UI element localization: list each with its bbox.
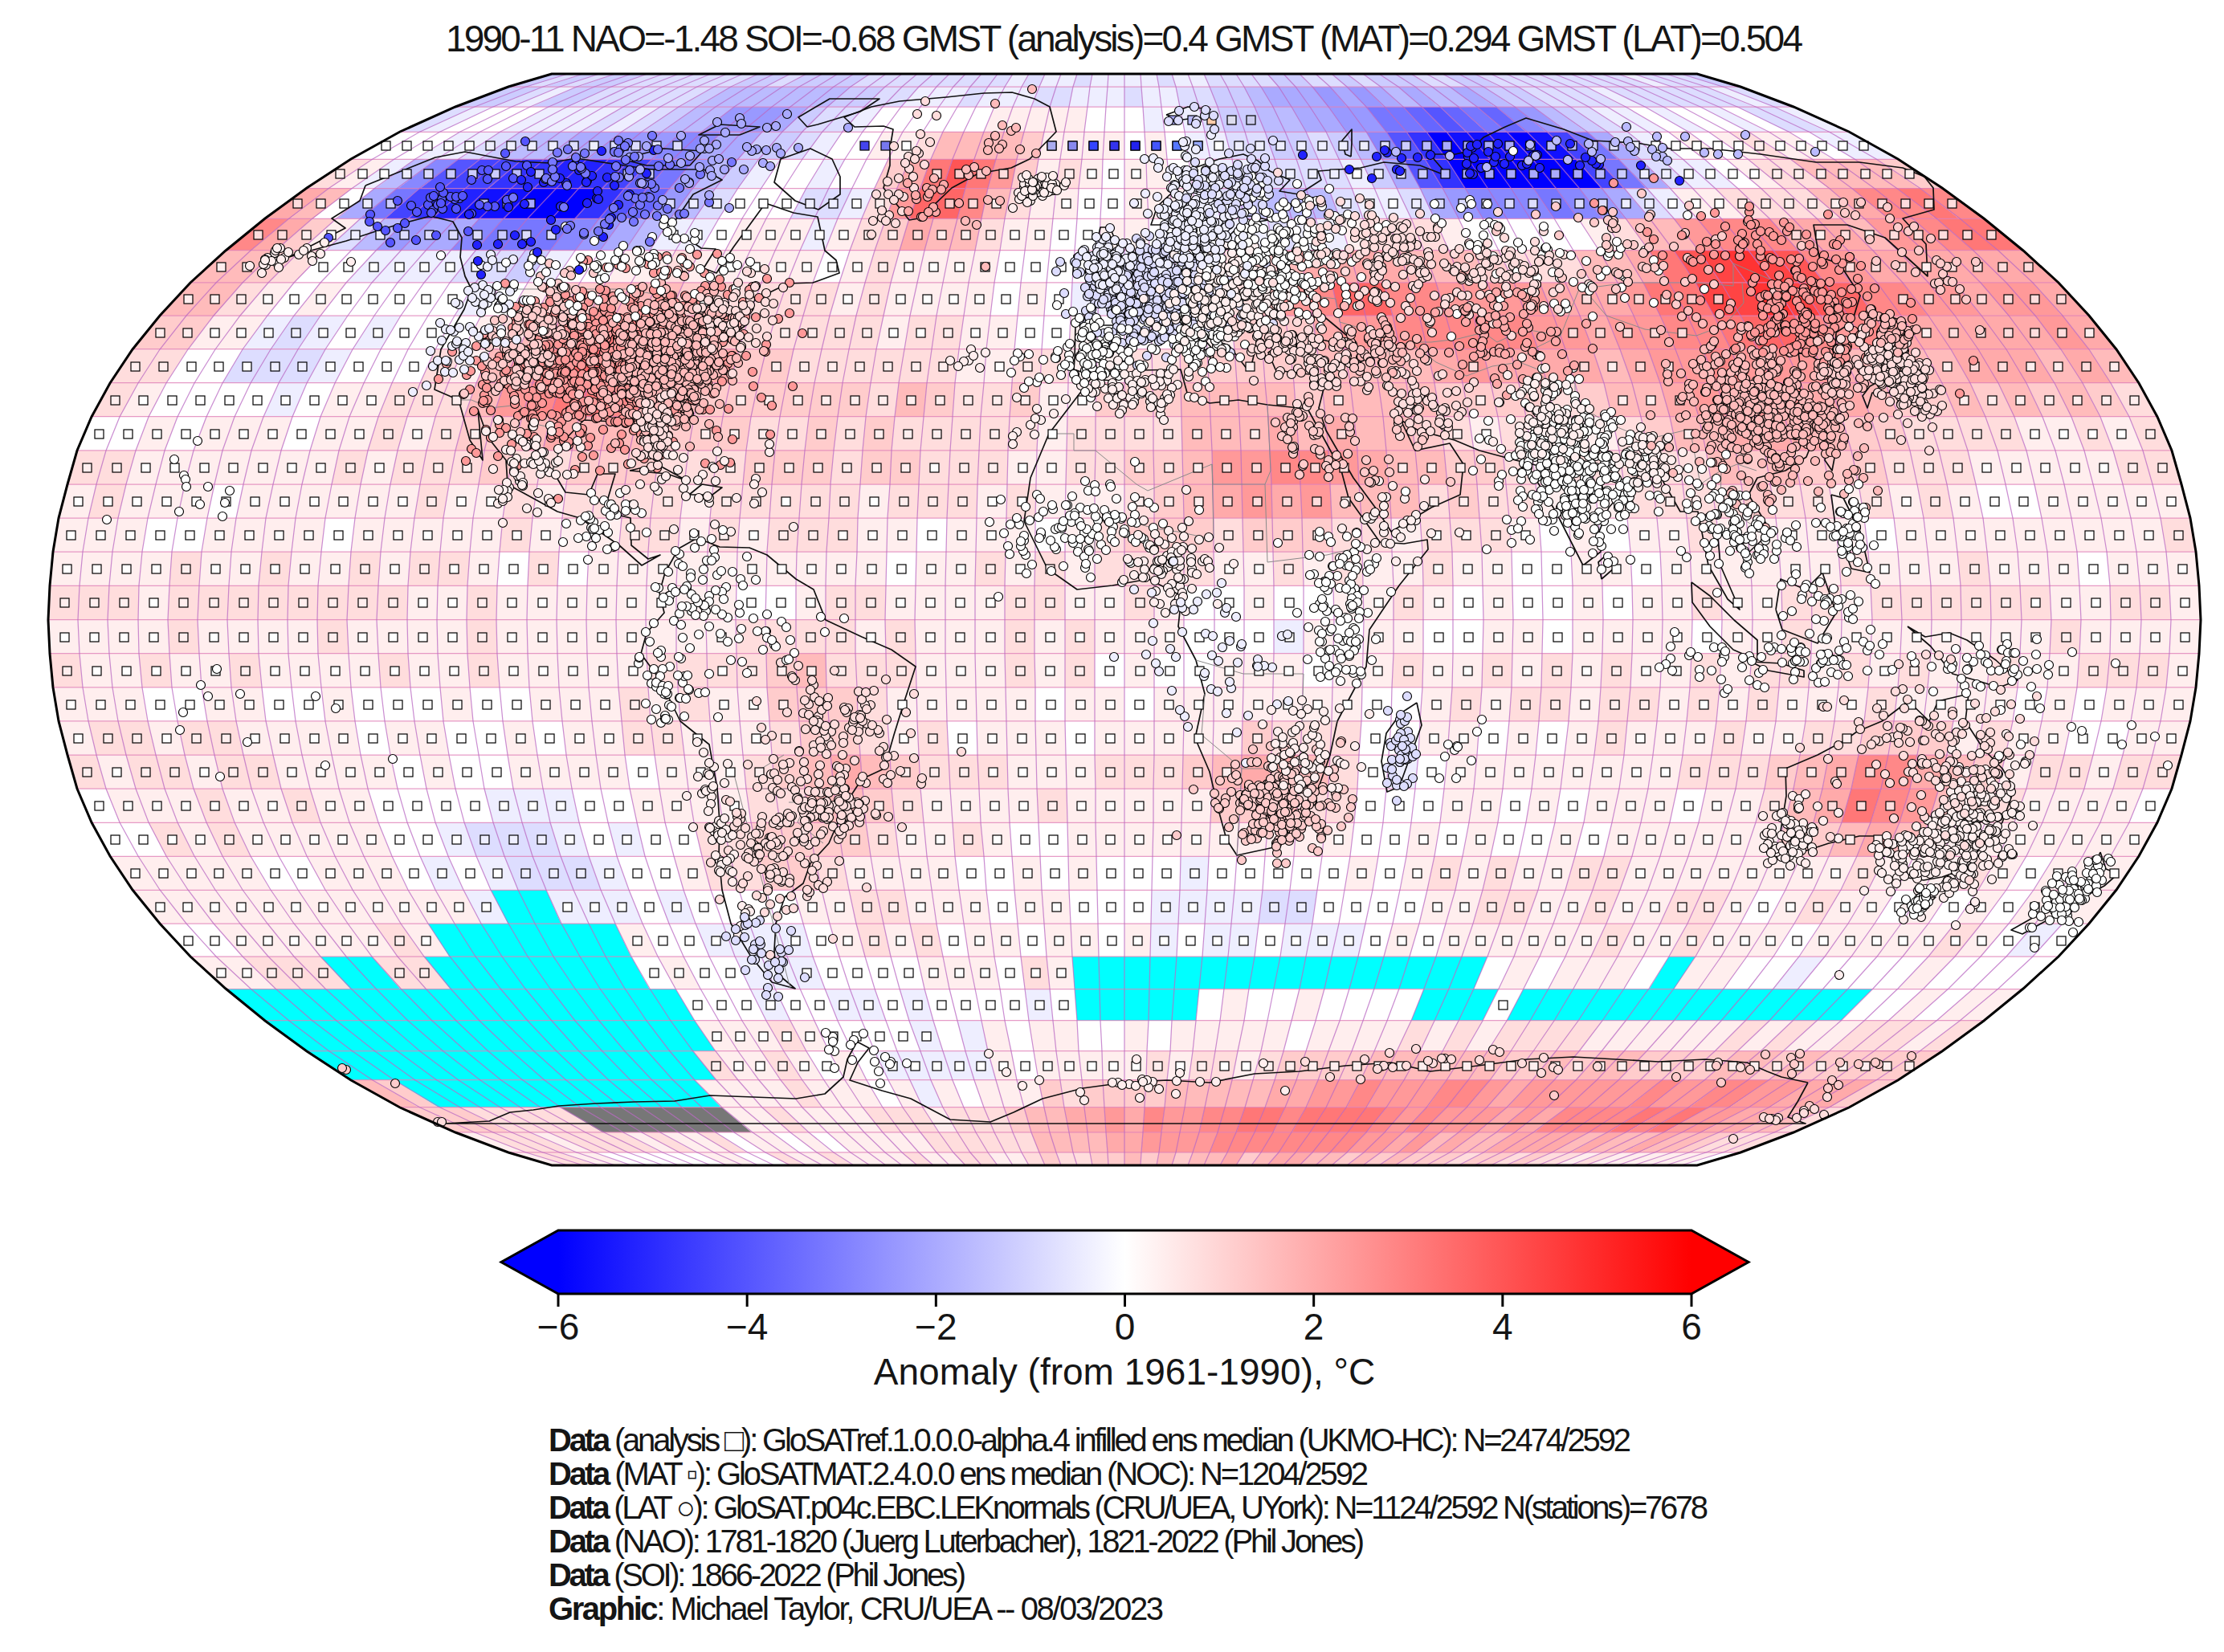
svg-text:Data (LAT ○): GloSAT.p04c.EBC.: Data (LAT ○): GloSAT.p04c.EBC.LEKnormals… [549, 1490, 1708, 1525]
svg-text:Data (analysis □): GloSATref.1: Data (analysis □): GloSATref.1.0.0.0-alp… [549, 1422, 1631, 1458]
svg-text:Data (MAT ▫): GloSATMAT.2.4.0.: Data (MAT ▫): GloSATMAT.2.4.0.0 ens medi… [549, 1456, 1369, 1491]
svg-text:Graphic: Michael Taylor, CRU/U: Graphic: Michael Taylor, CRU/UEA -- 08/0… [549, 1591, 1164, 1626]
svg-text:Anomaly (from 1961-1990), °C: Anomaly (from 1961-1990), °C [874, 1351, 1375, 1393]
svg-text:0: 0 [1115, 1306, 1136, 1348]
svg-text:Data (SOI): 1866-2022 (Phil Jo: Data (SOI): 1866-2022 (Phil Jones) [549, 1557, 966, 1593]
svg-text:−4: −4 [726, 1306, 768, 1348]
svg-text:−6: −6 [537, 1306, 579, 1348]
svg-text:Data (NAO): 1781-1820 (Juerg L: Data (NAO): 1781-1820 (Juerg Luterbacher… [549, 1524, 1365, 1559]
svg-text:1990-11 NAO=-1.48 SOI=-0.68 GM: 1990-11 NAO=-1.48 SOI=-0.68 GMST (analys… [446, 18, 1803, 59]
svg-text:6: 6 [1681, 1306, 1702, 1348]
svg-text:−2: −2 [915, 1306, 957, 1348]
svg-text:2: 2 [1304, 1306, 1324, 1348]
svg-text:4: 4 [1492, 1306, 1513, 1348]
